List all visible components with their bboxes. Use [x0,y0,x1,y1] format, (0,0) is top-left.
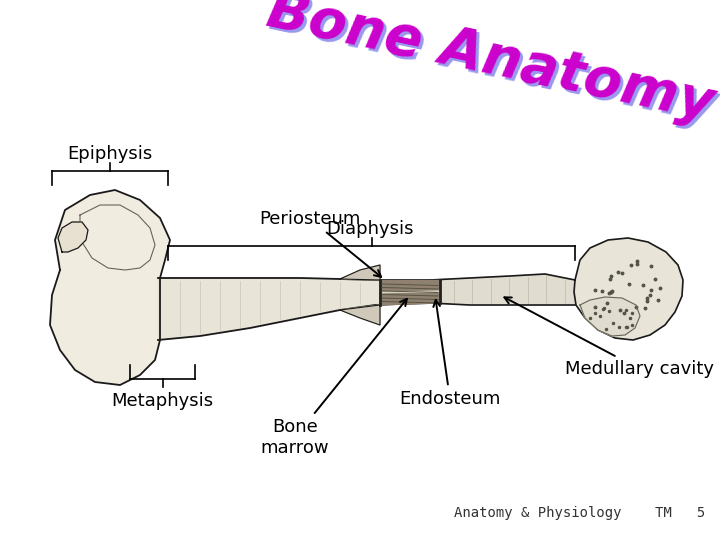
Polygon shape [340,265,380,280]
Text: Bone
marrow: Bone marrow [261,299,407,457]
Polygon shape [580,297,640,336]
Text: Diaphysis: Diaphysis [326,220,414,238]
Text: Metaphysis: Metaphysis [111,392,213,410]
Polygon shape [50,190,170,385]
Polygon shape [340,305,380,325]
Text: Endosteum: Endosteum [400,300,500,408]
Text: Anatomy & Physiology    TM   5: Anatomy & Physiology TM 5 [454,506,706,520]
Text: Bone Anatomy: Bone Anatomy [265,0,720,135]
Text: Periosteum: Periosteum [259,210,381,277]
Polygon shape [430,274,575,305]
Polygon shape [380,280,440,292]
Polygon shape [380,291,440,305]
Text: Epiphysis: Epiphysis [68,145,153,163]
Polygon shape [158,278,430,340]
Polygon shape [58,222,88,252]
Polygon shape [380,291,440,293]
Polygon shape [574,238,683,340]
Text: Bone Anatomy: Bone Anatomy [261,0,719,132]
Text: Medullary cavity: Medullary cavity [505,298,714,378]
